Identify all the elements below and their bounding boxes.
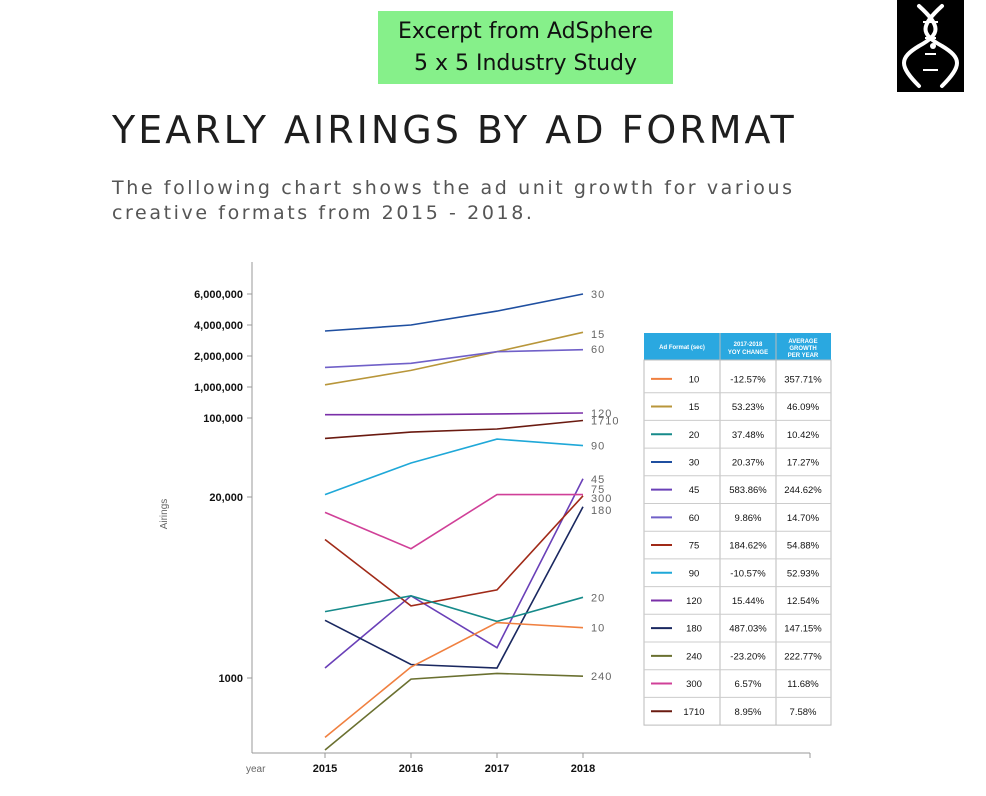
series-line-90 <box>324 438 584 496</box>
table-cell-format: 75 <box>689 541 700 552</box>
series-line-30 <box>324 293 584 332</box>
table-cell-yoy: -23.20% <box>730 651 766 662</box>
y-tick-label: 6,000,000 <box>194 289 243 301</box>
table-cell-yoy: 184.62% <box>729 541 767 552</box>
table-cell-format: 300 <box>686 679 702 690</box>
series-line-1710 <box>324 419 584 440</box>
table-cell-yoy: 6.57% <box>735 679 762 690</box>
page-title: YEARLY AIRINGS BY AD FORMAT <box>112 108 797 152</box>
series-line-10 <box>324 621 584 739</box>
series-end-label-90: 90 <box>591 441 605 453</box>
table-cell-growth: 147.15% <box>784 624 822 635</box>
source-badge: Excerpt from AdSphere 5 x 5 Industry Stu… <box>378 11 673 84</box>
dna-logo-icon <box>897 0 964 92</box>
table-cell-format: 180 <box>686 624 702 635</box>
series-end-label-1710: 1710 <box>591 416 619 428</box>
table-cell-yoy: 583.86% <box>729 485 767 496</box>
y-tick-label: 2,000,000 <box>194 351 243 363</box>
x-tick-label: 2015 <box>313 763 337 775</box>
table-cell-growth: 222.77% <box>784 651 822 662</box>
series-end-label-30: 30 <box>591 289 605 301</box>
series-end-label-300: 300 <box>591 493 612 505</box>
series-end-label-10: 10 <box>591 623 605 635</box>
series-line-300 <box>324 493 583 550</box>
table-header-bg <box>644 333 831 360</box>
series-end-label-20: 20 <box>591 592 605 604</box>
series-end-label-180: 180 <box>591 505 612 517</box>
table-cell-yoy: 20.37% <box>732 457 765 468</box>
series-line-180 <box>324 506 584 669</box>
table-cell-format: 30 <box>689 457 700 468</box>
table-cell-yoy: 37.48% <box>732 430 765 441</box>
page-subtitle: The following chart shows the ad unit gr… <box>112 177 795 224</box>
y-tick-label: 100,000 <box>203 413 243 425</box>
table-cell-yoy: 15.44% <box>732 596 765 607</box>
series-end-label-60: 60 <box>591 344 605 356</box>
table-cell-growth: 357.71% <box>784 374 822 385</box>
table-cell-format: 45 <box>689 485 700 496</box>
series-line-75 <box>324 495 584 607</box>
table-cell-yoy: 53.23% <box>732 402 765 413</box>
table-header-yoy-line2: YOY CHANGE <box>728 350 768 356</box>
table-cell-format: 240 <box>686 651 702 662</box>
table-cell-format: 20 <box>689 430 700 441</box>
table-cell-growth: 14.70% <box>787 513 820 524</box>
growth-table: Ad Format (sec) 2017-2018 YOY CHANGE AVERAG… <box>643 333 832 726</box>
series-end-label-15: 15 <box>591 329 605 341</box>
x-tick-label: 2018 <box>571 763 595 775</box>
table-cell-growth: 52.93% <box>787 568 820 579</box>
table-cell-growth: 11.68% <box>787 679 819 690</box>
table-cell-format: 90 <box>689 568 700 579</box>
chart-series <box>324 293 584 751</box>
series-end-label-45: 45 <box>591 474 605 486</box>
y-tick-label: 20,000 <box>209 492 243 504</box>
series-line-240 <box>324 672 584 751</box>
table-header-growth-line1: AVERAGE <box>788 339 817 345</box>
table-cell-growth: 54.88% <box>787 541 820 552</box>
table-cell-format: 60 <box>689 513 700 524</box>
table-cell-yoy: 9.86% <box>735 513 762 524</box>
badge-line-2: 5 x 5 Industry Study <box>414 50 637 76</box>
table-header-format: Ad Format (sec) <box>659 345 705 351</box>
x-axis-label: year <box>246 764 266 775</box>
series-end-label-240: 240 <box>591 671 612 683</box>
table-cell-format: 120 <box>686 596 702 607</box>
table-cell-growth: 244.62% <box>784 485 822 496</box>
table-cell-format: 10 <box>689 374 700 385</box>
series-line-20 <box>324 594 584 623</box>
table-frame <box>643 359 832 726</box>
y-axis-label: Airings <box>159 499 170 530</box>
series-line-120 <box>325 412 584 416</box>
badge-line-1: Excerpt from AdSphere <box>397 18 654 44</box>
table-cell-yoy: -12.57% <box>730 374 766 385</box>
y-tick-label: 1,000,000 <box>194 382 243 394</box>
series-line-45 <box>324 478 584 669</box>
x-tick-label: 2016 <box>399 763 423 775</box>
table-cell-growth: 46.09% <box>787 402 820 413</box>
table-cell-yoy: -10.57% <box>730 568 766 579</box>
series-end-label-120: 120 <box>591 408 612 420</box>
series-line-15 <box>324 331 584 386</box>
table-cell-yoy: 8.95% <box>735 707 762 718</box>
series-line-60 <box>324 348 584 369</box>
table-cell-format: 15 <box>689 402 700 413</box>
y-tick-label: 1000 <box>219 673 243 685</box>
y-tick-label: 4,000,000 <box>194 320 243 332</box>
table-cell-yoy: 487.03% <box>729 624 767 635</box>
table-header-growth-line2: GROWTH <box>789 346 816 352</box>
table-cell-growth: 17.27% <box>787 457 820 468</box>
table-header-growth-line3: PER YEAR <box>788 353 819 359</box>
table-cell-growth: 10.42% <box>787 430 820 441</box>
table-cell-growth: 12.54% <box>787 596 820 607</box>
series-end-label-75: 75 <box>591 484 605 496</box>
x-tick-label: 2017 <box>485 763 509 775</box>
table-cell-format: 1710 <box>683 707 704 718</box>
table-header-yoy-line1: 2017-2018 <box>734 342 763 348</box>
chart-axes: 6,000,000 4,000,000 2,000,000 1,000,000 100,… <box>159 262 811 775</box>
table-cell-growth: 7.58% <box>790 707 817 718</box>
